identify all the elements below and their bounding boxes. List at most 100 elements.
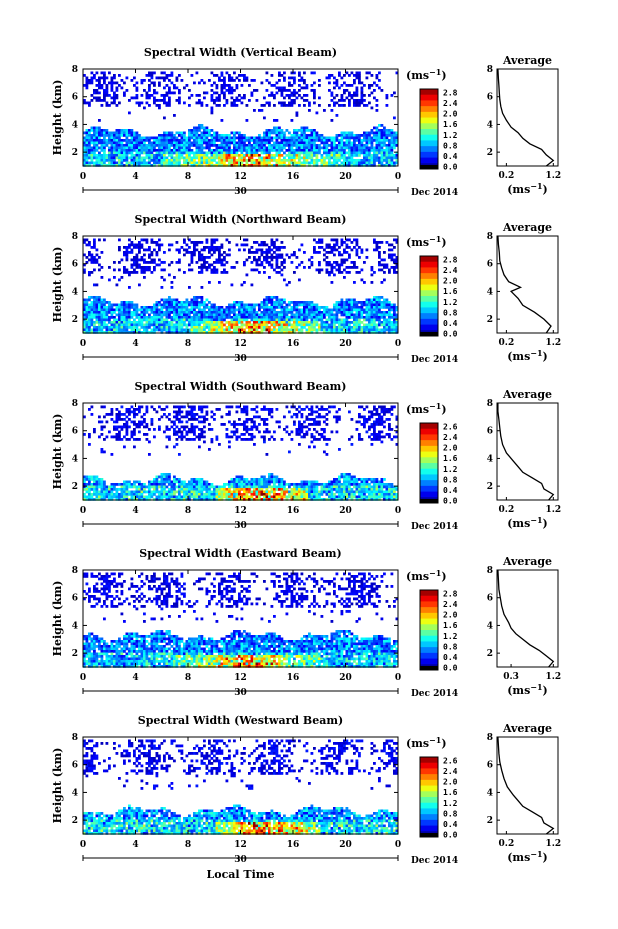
heatmap-cell [213, 313, 216, 317]
heatmap-cell [345, 139, 349, 142]
heatmap-cell [103, 298, 106, 302]
x-tick-label: 0 [395, 172, 401, 182]
heatmap-cell [210, 94, 214, 97]
heatmap-cell [225, 308, 229, 312]
heatmap-cell [165, 131, 169, 135]
heatmap-cell [170, 328, 174, 332]
heatmap-cell [268, 164, 271, 167]
heatmap-cell [243, 164, 246, 167]
heatmap-cell [218, 326, 221, 329]
heatmap-cell [143, 326, 146, 329]
heatmap-cell [350, 331, 354, 334]
heatmap-cell [83, 159, 86, 162]
heatmap-cell [138, 313, 141, 317]
heatmap-cell [328, 89, 331, 92]
heatmap-cell [278, 161, 281, 165]
heatmap-cell [130, 435, 134, 439]
heatmap-cell [393, 164, 396, 167]
heatmap-cell [265, 316, 269, 319]
heatmap-cell [293, 271, 296, 274]
heatmap-cell [298, 129, 301, 132]
profile-frame [496, 235, 559, 334]
heatmap-cell [225, 71, 229, 75]
heatmap-cell [273, 296, 276, 299]
heatmap-cell [125, 136, 129, 140]
heatmap-cell [190, 318, 194, 322]
heatmap-cell [118, 316, 121, 319]
profile-x-tick-label: 1.2 [545, 338, 561, 348]
heatmap-cell [363, 139, 366, 142]
heatmap-cell [205, 246, 209, 249]
heatmap-cell [85, 261, 89, 264]
heatmap-cell [258, 248, 261, 252]
heatmap-cell [358, 331, 361, 334]
heatmap-cell [390, 146, 394, 150]
heatmap-cell [143, 258, 146, 262]
heatmap-cell [343, 321, 346, 324]
heatmap-cell [363, 84, 366, 87]
heatmap-cell [113, 96, 116, 100]
heatmap-cell [343, 258, 346, 262]
heatmap-cell [240, 318, 244, 322]
heatmap-cell [360, 164, 364, 167]
heatmap-cell [255, 248, 259, 252]
heatmap-cell [98, 316, 101, 319]
heatmap-cell [333, 266, 336, 269]
heatmap-cell [160, 488, 164, 491]
heatmap-cell [313, 89, 316, 92]
heatmap-cell [125, 89, 129, 92]
heatmap-cell [88, 478, 91, 481]
heatmap-cell [218, 149, 221, 152]
heatmap-cell [163, 94, 166, 97]
heatmap-cell [93, 303, 96, 307]
heatmap-cell [218, 281, 221, 284]
heatmap-cell [250, 311, 254, 314]
heatmap-cell [333, 303, 336, 307]
heatmap-cell [393, 326, 396, 329]
heatmap-cell [328, 311, 331, 314]
heatmap-cell [263, 271, 266, 274]
heatmap-cell [150, 495, 154, 499]
heatmap-cell [183, 144, 186, 147]
heatmap-cell [335, 268, 339, 272]
heatmap-cell [115, 321, 119, 324]
heatmap-cell [345, 251, 349, 254]
heatmap-cell [315, 146, 319, 150]
heatmap-cell [378, 161, 381, 165]
heatmap-cell [270, 303, 274, 307]
heatmap-cell [198, 326, 201, 329]
heatmap-cell [120, 301, 124, 304]
heatmap-cell [210, 144, 214, 147]
heatmap-cell [103, 131, 106, 135]
heatmap-cell [160, 99, 164, 102]
heatmap-cell [113, 154, 116, 157]
heatmap-cell [283, 266, 286, 269]
heatmap-cell [353, 266, 356, 269]
heatmap-cell [335, 318, 339, 322]
heatmap-cell [343, 154, 346, 157]
heatmap-cell [168, 311, 171, 314]
heatmap-cell [163, 303, 166, 307]
heatmap-cell [105, 306, 109, 309]
heatmap-cell [268, 316, 271, 319]
heatmap-cell [373, 146, 376, 150]
heatmap-cell [278, 246, 281, 249]
heatmap-cell [218, 76, 221, 80]
heatmap-cell [273, 323, 276, 327]
heatmap-cell [390, 144, 394, 147]
heatmap-cell [298, 104, 301, 107]
heatmap-cell [343, 268, 346, 272]
heatmap-cell [335, 321, 339, 324]
heatmap-cell [270, 248, 274, 252]
heatmap-cell [173, 490, 176, 494]
heatmap-cell [205, 316, 209, 319]
heatmap-cell [238, 308, 241, 312]
heatmap-cell [280, 273, 284, 277]
heatmap-cell [108, 81, 111, 85]
heatmap-cell [385, 136, 389, 140]
heatmap-cell [378, 328, 381, 332]
heatmap-cell [348, 156, 351, 160]
heatmap-cell [270, 91, 274, 95]
heatmap-cell [325, 263, 329, 267]
heatmap-cell [338, 139, 341, 142]
